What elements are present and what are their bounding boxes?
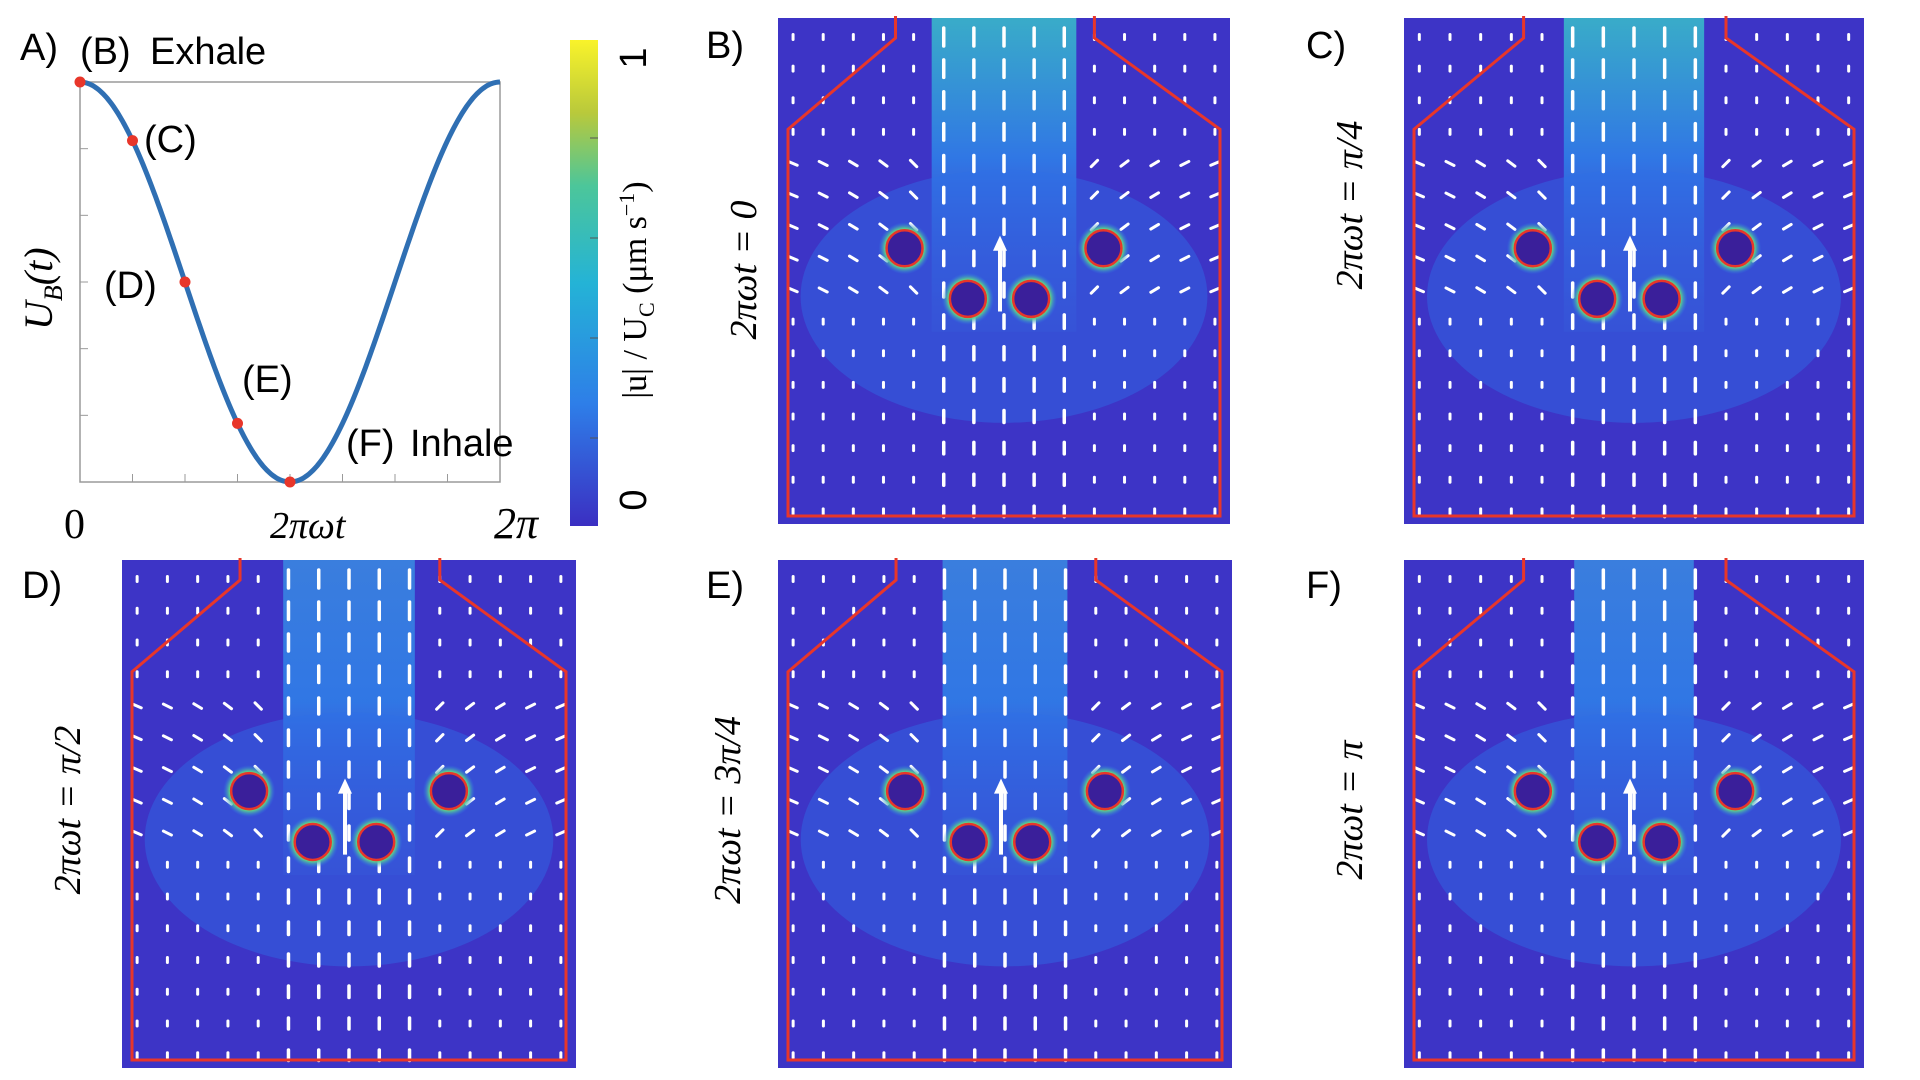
panel-c-phase: 2πωt = π/4 xyxy=(1329,121,1371,290)
panel-e-label: E) xyxy=(706,565,744,607)
chamber-boundary xyxy=(130,558,568,1062)
panel-b-phase: 2πωt = 0 xyxy=(723,200,765,339)
x-tick-zero: 0 xyxy=(64,502,85,548)
cilium-1 xyxy=(429,771,469,811)
panel-e: E) 2πωt = 3π/4 xyxy=(706,558,1232,1068)
cilium-3 xyxy=(1642,279,1681,319)
y-axis-label: UB(t) xyxy=(16,247,68,330)
cilium-1 xyxy=(1715,228,1755,268)
chamber-boundary xyxy=(786,16,1222,518)
cilium-1 xyxy=(1715,771,1755,811)
colorbar-gradient xyxy=(570,40,598,526)
cilium-2 xyxy=(948,279,988,319)
marker-e xyxy=(232,417,243,429)
panel-e-phase: 2πωt = 3π/4 xyxy=(707,716,749,904)
annotation-d: (D) xyxy=(104,265,157,307)
cilium-0 xyxy=(1513,228,1553,268)
cilium-2 xyxy=(1577,279,1617,319)
cilium-3 xyxy=(1011,279,1051,319)
colorbar: 1 0 |u| / UC (μm s−1) xyxy=(570,40,659,526)
flow-field-panels: B) 2πωt = 0 C) 2πωt = π/4 D) 2πωt = π/2 E) 2πωt… xyxy=(22,16,1864,1068)
colorbar-top-label: 1 xyxy=(613,47,655,68)
annotation-b: (B) xyxy=(80,31,131,73)
cilium-3 xyxy=(1642,822,1681,862)
cilium-2 xyxy=(949,822,988,862)
annotation-c: (C) xyxy=(144,119,197,161)
annotation-f: (F) xyxy=(346,423,395,465)
x-axis-label: 2πωt xyxy=(270,505,347,547)
panel-c: C) 2πωt = π/4 xyxy=(1306,16,1864,524)
cilium-0 xyxy=(885,228,924,268)
marker-c xyxy=(127,135,138,147)
colorbar-bottom-label: 0 xyxy=(613,489,655,510)
cilium-2 xyxy=(293,822,332,862)
x-tick-2pi: 2π xyxy=(494,499,540,548)
panel-d-label: D) xyxy=(22,565,62,607)
panel-a: A) (B) Exhale (C) (D) (E) (F) Inhale 0 2… xyxy=(16,27,540,548)
cilium-2 xyxy=(1577,822,1617,862)
annotation-e: (E) xyxy=(242,359,293,401)
marker-d xyxy=(179,276,191,288)
panel-f-label: F) xyxy=(1306,565,1342,607)
panel-d: D) 2πωt = π/2 xyxy=(22,558,576,1068)
chamber-boundary xyxy=(1412,558,1856,1062)
panel-f: F) 2πωt = π xyxy=(1306,558,1864,1068)
chamber-boundary xyxy=(1412,16,1856,518)
panel-f-phase: 2πωt = π xyxy=(1329,739,1371,879)
annotation-exhale: Exhale xyxy=(150,31,266,73)
panel-a-label: A) xyxy=(20,27,58,69)
cilium-3 xyxy=(356,822,396,862)
cilium-1 xyxy=(1084,228,1123,268)
cilium-0 xyxy=(1513,771,1553,811)
cilium-0 xyxy=(885,771,925,811)
cilium-1 xyxy=(1085,771,1125,811)
panel-b: B) 2πωt = 0 xyxy=(706,16,1230,524)
panel-b-label: B) xyxy=(706,25,744,67)
phase-markers xyxy=(74,76,296,488)
panel-d-phase: 2πωt = π/2 xyxy=(47,726,89,895)
panel-c-label: C) xyxy=(1306,25,1346,67)
marker-f xyxy=(284,476,296,488)
cilium-3 xyxy=(1012,822,1052,862)
colorbar-title: |u| / UC (μm s−1) xyxy=(614,181,659,398)
annotation-inhale: Inhale xyxy=(410,423,514,465)
chamber-boundary xyxy=(786,558,1224,1062)
cilium-0 xyxy=(229,771,269,811)
marker-b xyxy=(74,76,86,88)
